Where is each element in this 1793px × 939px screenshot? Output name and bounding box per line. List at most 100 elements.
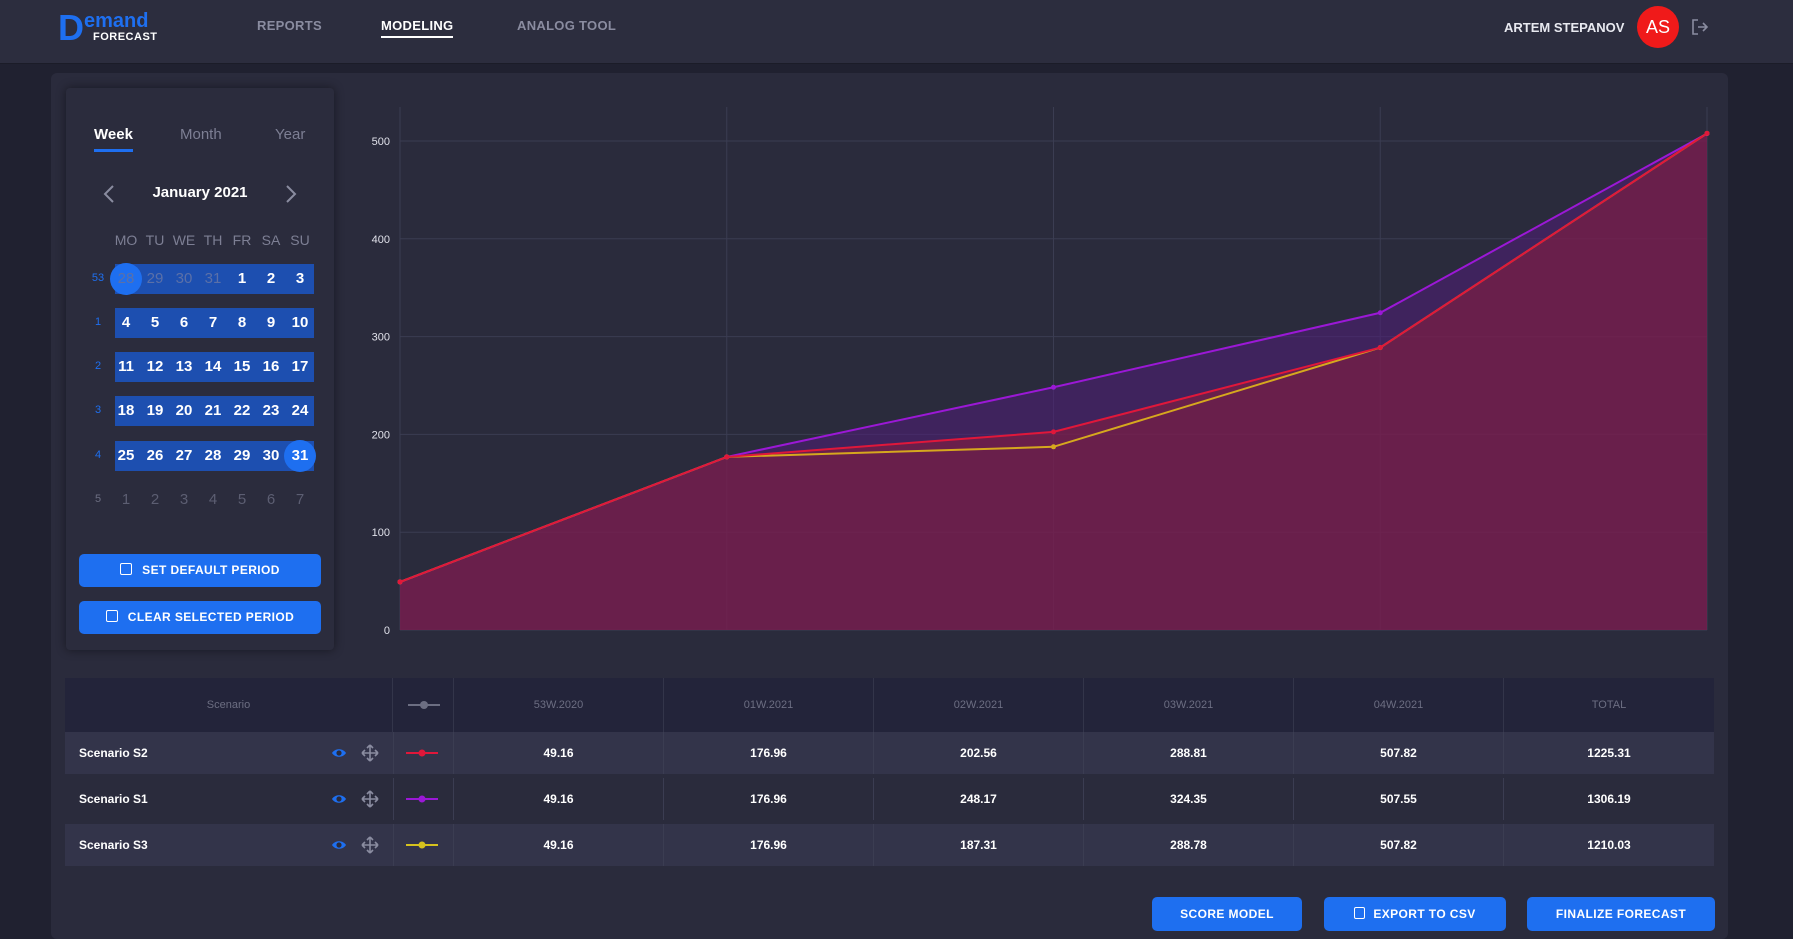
- calendar-day[interactable]: 30: [175, 270, 193, 287]
- calendar-day[interactable]: 28: [204, 447, 222, 464]
- move-icon[interactable]: [361, 744, 379, 762]
- calendar-day[interactable]: 31: [204, 270, 222, 287]
- calendar-day[interactable]: 15: [233, 358, 251, 375]
- chevron-right-icon[interactable]: [280, 184, 300, 204]
- chevron-left-icon[interactable]: [100, 184, 120, 204]
- clear-selected-period-button[interactable]: CLEAR SELECTED PERIOD: [79, 601, 321, 634]
- score-model-button[interactable]: SCORE MODEL: [1152, 897, 1302, 931]
- download-icon: [1354, 907, 1366, 919]
- tab-week-label: Week: [94, 126, 133, 143]
- eye-icon[interactable]: [331, 745, 347, 761]
- header-period: 02W.2021: [874, 678, 1084, 732]
- calendar-day[interactable]: 22: [233, 402, 251, 419]
- tab-week[interactable]: Week: [94, 126, 133, 152]
- calendar-day[interactable]: 25: [117, 447, 135, 464]
- eye-icon[interactable]: [331, 837, 347, 853]
- tab-month[interactable]: Month: [180, 126, 222, 143]
- nav-modeling-label: MODELING: [381, 18, 454, 33]
- period-value-cell: 507.82: [1294, 824, 1504, 866]
- series-legend-icon: [406, 749, 438, 757]
- week-number[interactable]: 5: [94, 493, 102, 505]
- period-value-cell: 49.16: [454, 778, 664, 820]
- calendar-day[interactable]: 7: [208, 314, 218, 331]
- logo-wordmark: emand: [84, 10, 149, 32]
- calendar-day[interactable]: 27: [175, 447, 193, 464]
- calendar-day-number: 28: [117, 270, 135, 287]
- calendar-day[interactable]: 14: [204, 358, 222, 375]
- period-value-cell: 176.96: [664, 778, 874, 820]
- calendar-day[interactable]: 29: [146, 270, 164, 287]
- nav-reports[interactable]: REPORTS: [257, 18, 322, 33]
- calendar-day[interactable]: 24: [291, 402, 309, 419]
- y-tick-label: 0: [384, 625, 390, 637]
- app-logo[interactable]: D emand FORECAST: [58, 10, 178, 50]
- header-scenario: Scenario: [65, 678, 393, 732]
- data-point: [1051, 429, 1056, 435]
- tab-year[interactable]: Year: [275, 126, 306, 143]
- data-point: [1377, 310, 1383, 316]
- weekday-label: MO: [114, 232, 138, 248]
- period-value-cell: 176.96: [664, 732, 874, 774]
- calendar-day[interactable]: 13: [175, 358, 193, 375]
- calendar-day[interactable]: 29: [233, 447, 251, 464]
- calendar-day[interactable]: 18: [117, 402, 135, 419]
- week-number[interactable]: 3: [94, 404, 102, 416]
- calendar-day[interactable]: 20: [175, 402, 193, 419]
- avatar[interactable]: AS: [1637, 6, 1679, 48]
- table-row[interactable]: Scenario S2 49.16 176.96 202.56 288.81 507.8…: [65, 732, 1714, 774]
- weekday-label: FR: [232, 232, 252, 248]
- calendar-day[interactable]: 2: [150, 491, 160, 508]
- selected-week-bar: [115, 352, 314, 382]
- table-row[interactable]: Scenario S1 49.16 176.96 248.17 324.35 507.5…: [65, 778, 1714, 820]
- forecast-chart: 010020030040050053W.202001W.202102W.2021…: [372, 107, 1710, 637]
- calendar-day[interactable]: 5: [237, 491, 247, 508]
- calendar-day-number: 31: [291, 447, 309, 464]
- total-cell: 1225.31: [1587, 746, 1631, 760]
- calendar-day[interactable]: 7: [295, 491, 305, 508]
- set-default-period-button[interactable]: SET DEFAULT PERIOD: [79, 554, 321, 587]
- calendar-day[interactable]: 3: [179, 491, 189, 508]
- week-number[interactable]: 53: [91, 272, 105, 284]
- calendar-day[interactable]: 6: [266, 491, 276, 508]
- calendar-day[interactable]: 6: [179, 314, 189, 331]
- calendar-day[interactable]: 4: [208, 491, 218, 508]
- move-icon[interactable]: [361, 836, 379, 854]
- calendar-day[interactable]: 26: [146, 447, 164, 464]
- week-number[interactable]: 2: [94, 360, 102, 372]
- calendar-day[interactable]: 10: [291, 314, 309, 331]
- calendar-day[interactable]: 19: [146, 402, 164, 419]
- selected-week-bar: [115, 396, 314, 426]
- nav-modeling[interactable]: MODELING: [381, 18, 454, 38]
- table-row[interactable]: Scenario S3 49.16 176.96 187.31 288.78 507.8…: [65, 824, 1714, 866]
- nav-analog-tool[interactable]: ANALOG TOOL: [517, 18, 617, 33]
- selected-week-bar: [115, 264, 314, 294]
- eye-icon[interactable]: [331, 791, 347, 807]
- calendar-day[interactable]: 31: [284, 440, 316, 472]
- finalize-forecast-button[interactable]: FINALIZE FORECAST: [1527, 897, 1715, 931]
- calendar-day[interactable]: 3: [295, 270, 305, 287]
- period-value-cell: 288.81: [1084, 732, 1294, 774]
- export-csv-button[interactable]: EXPORT TO CSV: [1324, 897, 1506, 931]
- calendar-day[interactable]: 8: [237, 314, 247, 331]
- clear-selected-period-label: CLEAR SELECTED PERIOD: [127, 610, 295, 624]
- calendar-day[interactable]: 21: [204, 402, 222, 419]
- calendar-day[interactable]: 1: [237, 270, 247, 287]
- calendar-day[interactable]: 11: [118, 358, 134, 375]
- calendar-day[interactable]: 9: [266, 314, 276, 331]
- scenario-name: Scenario S1: [79, 792, 148, 806]
- move-icon[interactable]: [361, 790, 379, 808]
- calendar-day[interactable]: 17: [291, 358, 309, 375]
- week-number[interactable]: 1: [94, 316, 102, 328]
- calendar-day[interactable]: 2: [266, 270, 276, 287]
- calendar-day[interactable]: 16: [262, 358, 280, 375]
- calendar-day[interactable]: 28: [110, 263, 142, 295]
- week-number[interactable]: 4: [94, 449, 102, 461]
- calendar-day[interactable]: 1: [121, 491, 131, 508]
- logout-icon[interactable]: [1690, 17, 1710, 37]
- data-point: [1377, 345, 1383, 351]
- calendar-day[interactable]: 4: [121, 314, 131, 331]
- calendar-day[interactable]: 12: [146, 358, 164, 375]
- calendar-day[interactable]: 5: [150, 314, 160, 331]
- calendar-day[interactable]: 23: [262, 402, 280, 419]
- calendar-day[interactable]: 30: [262, 447, 280, 464]
